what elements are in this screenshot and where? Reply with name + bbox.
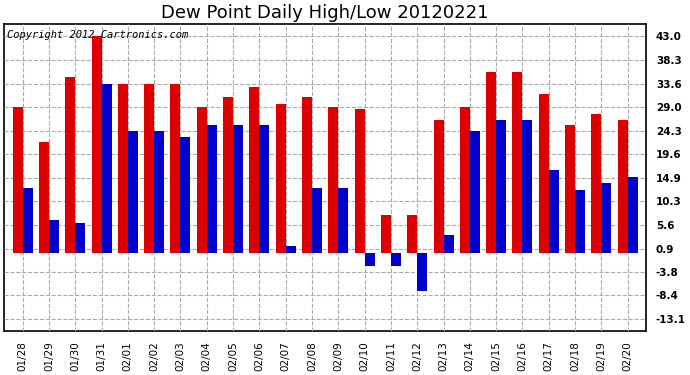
- Bar: [118, 84, 128, 253]
- Title: Dew Point Daily High/Low 20120221: Dew Point Daily High/Low 20120221: [161, 4, 489, 22]
- Bar: [364, 253, 375, 266]
- Bar: [286, 246, 296, 253]
- Bar: [618, 120, 628, 253]
- Bar: [338, 188, 348, 253]
- Bar: [417, 253, 427, 291]
- Bar: [128, 130, 138, 253]
- Bar: [591, 114, 602, 253]
- Bar: [49, 220, 59, 253]
- Bar: [197, 107, 207, 253]
- Bar: [444, 236, 453, 253]
- Bar: [12, 107, 23, 253]
- Bar: [259, 124, 269, 253]
- Bar: [355, 110, 364, 253]
- Bar: [302, 97, 312, 253]
- Bar: [391, 253, 401, 266]
- Bar: [223, 97, 233, 253]
- Bar: [181, 137, 190, 253]
- Bar: [486, 72, 496, 253]
- Bar: [522, 120, 533, 253]
- Bar: [170, 84, 181, 253]
- Bar: [312, 188, 322, 253]
- Bar: [381, 215, 391, 253]
- Bar: [207, 124, 217, 253]
- Bar: [460, 107, 470, 253]
- Bar: [101, 84, 112, 253]
- Bar: [496, 120, 506, 253]
- Bar: [328, 107, 338, 253]
- Bar: [75, 223, 85, 253]
- Bar: [154, 130, 164, 253]
- Bar: [233, 124, 243, 253]
- Bar: [92, 36, 101, 253]
- Text: Copyright 2012 Cartronics.com: Copyright 2012 Cartronics.com: [8, 30, 188, 40]
- Bar: [23, 188, 32, 253]
- Bar: [470, 130, 480, 253]
- Bar: [65, 76, 75, 253]
- Bar: [276, 104, 286, 253]
- Bar: [249, 87, 259, 253]
- Bar: [602, 183, 611, 253]
- Bar: [39, 142, 49, 253]
- Bar: [433, 120, 444, 253]
- Bar: [407, 215, 417, 253]
- Bar: [144, 84, 154, 253]
- Bar: [575, 190, 585, 253]
- Bar: [513, 72, 522, 253]
- Bar: [565, 124, 575, 253]
- Bar: [549, 170, 559, 253]
- Bar: [539, 94, 549, 253]
- Bar: [628, 177, 638, 253]
